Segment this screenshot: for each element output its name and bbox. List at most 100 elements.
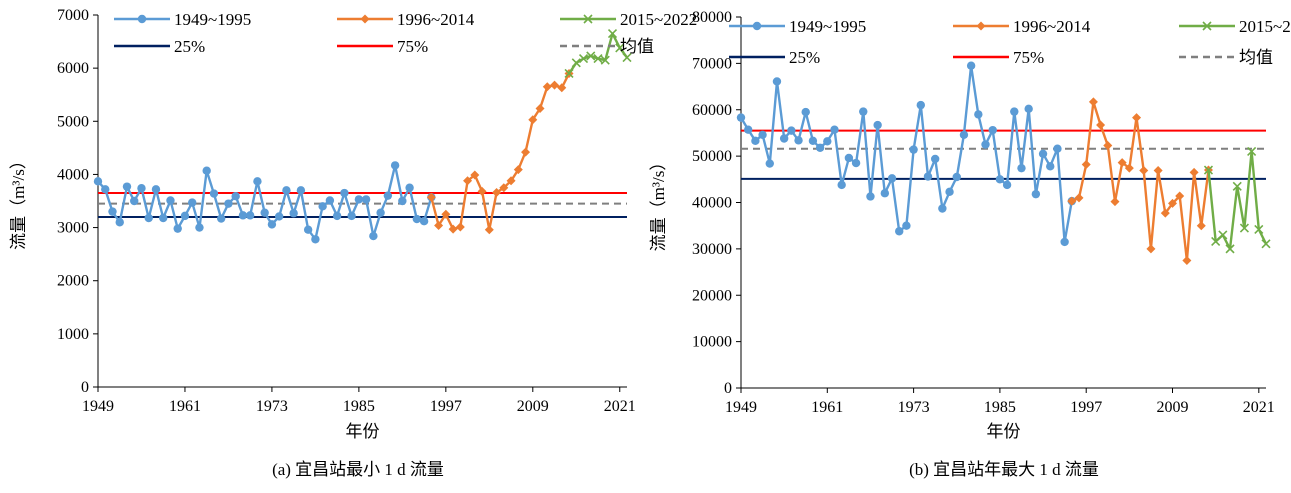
series-1 [1067, 97, 1213, 265]
y-axis-label: 流量（m³/s） [9, 152, 28, 250]
data-point [434, 220, 444, 230]
data-point [1247, 146, 1257, 157]
legend-item-0: 1949~1995 [729, 17, 866, 36]
data-point [743, 125, 753, 134]
data-point [354, 195, 364, 204]
x-axis-label: 年份 [346, 422, 380, 441]
legend-item-4: 75% [337, 37, 428, 56]
legend-label: 均值 [620, 37, 654, 56]
data-point [615, 43, 625, 53]
data-point [1024, 104, 1033, 114]
legend-label: 均值 [1239, 48, 1273, 67]
legend-item-2: 2015~2022 [1179, 17, 1291, 36]
data-point [751, 136, 760, 146]
data-point [455, 222, 465, 232]
data-point [484, 225, 494, 235]
data-point [808, 136, 818, 146]
data-point [260, 208, 269, 217]
y-tick-label: 4000 [57, 166, 89, 183]
y-tick-label: 0 [724, 380, 732, 397]
y-tick-label: 10000 [692, 334, 732, 351]
x-tick-label: 1949 [82, 398, 114, 415]
data-point [426, 192, 436, 202]
data-point [550, 80, 560, 90]
data-point [1196, 221, 1206, 231]
data-point [296, 186, 306, 195]
x-tick-label: 2009 [1157, 399, 1189, 416]
x-tick-label: 1985 [984, 399, 1016, 416]
y-tick-label: 1000 [57, 326, 89, 343]
data-point [909, 145, 918, 154]
series-line [739, 64, 1073, 244]
data-point [325, 196, 335, 205]
data-point [289, 209, 298, 218]
legend-item-2: 2015~2022 [560, 10, 697, 29]
data-point [1010, 107, 1019, 116]
data-point [1225, 244, 1235, 254]
data-point [166, 196, 175, 205]
data-point [1202, 21, 1212, 31]
data-point [995, 175, 1005, 184]
x-tick-label: 2009 [517, 398, 549, 415]
data-point [583, 14, 593, 24]
y-axis-label: 流量（m³/s） [649, 154, 668, 252]
y-tick-label: 50000 [692, 148, 732, 165]
legend-item-5: 均值 [560, 37, 654, 56]
x-axis-label: 年份 [987, 422, 1021, 441]
data-point [412, 214, 422, 224]
data-point [1218, 230, 1228, 240]
y-tick-label: 80000 [692, 9, 732, 26]
data-point [405, 183, 414, 192]
data-point [528, 115, 538, 125]
legend-label: 25% [174, 37, 205, 56]
x-tick-label: 1961 [169, 398, 201, 415]
data-point [794, 136, 803, 145]
data-point [1002, 180, 1012, 190]
series-line [97, 164, 433, 241]
data-point [419, 216, 429, 226]
series-2 [564, 29, 632, 79]
legend-item-1: 1996~2014 [953, 17, 1091, 36]
data-point [1146, 244, 1156, 254]
data-point [1067, 196, 1077, 206]
data-point [902, 221, 911, 230]
data-point [115, 218, 124, 227]
data-point [159, 213, 168, 223]
data-point [173, 224, 182, 233]
data-point [1261, 239, 1271, 249]
data-point [513, 165, 523, 175]
x-tick-label: 1997 [430, 398, 462, 415]
data-point [830, 125, 839, 134]
legend-item-4: 75% [953, 48, 1044, 67]
y-tick-label: 5000 [57, 113, 89, 130]
x-tick-label: 1949 [725, 399, 757, 416]
data-point [1117, 158, 1127, 168]
legend-label: 1949~1995 [789, 17, 866, 36]
data-point [1053, 144, 1062, 153]
x-tick-label: 1997 [1070, 399, 1102, 416]
x-tick-label: 1961 [811, 399, 843, 416]
data-point [303, 225, 313, 234]
y-tick-label: 3000 [57, 220, 89, 237]
data-point [959, 130, 969, 139]
data-point [340, 188, 349, 198]
data-point [1239, 223, 1249, 233]
data-point [1160, 208, 1170, 218]
data-point [988, 125, 997, 135]
data-point [137, 184, 146, 193]
y-tick-label: 30000 [692, 241, 732, 258]
data-point [772, 77, 782, 86]
y-tick-label: 40000 [692, 195, 732, 212]
chart-b: 0 10000 20000 30000 40000 50000 60000 70000 8000… [649, 9, 1291, 479]
data-point [542, 82, 552, 92]
data-point [318, 202, 327, 211]
data-point [966, 61, 976, 70]
data-point [866, 192, 875, 201]
data-point [779, 134, 789, 143]
data-point [837, 180, 846, 190]
y-tick-label: 7000 [57, 7, 89, 24]
data-point [600, 55, 610, 65]
data-point [1088, 97, 1098, 107]
data-point [1110, 197, 1120, 207]
